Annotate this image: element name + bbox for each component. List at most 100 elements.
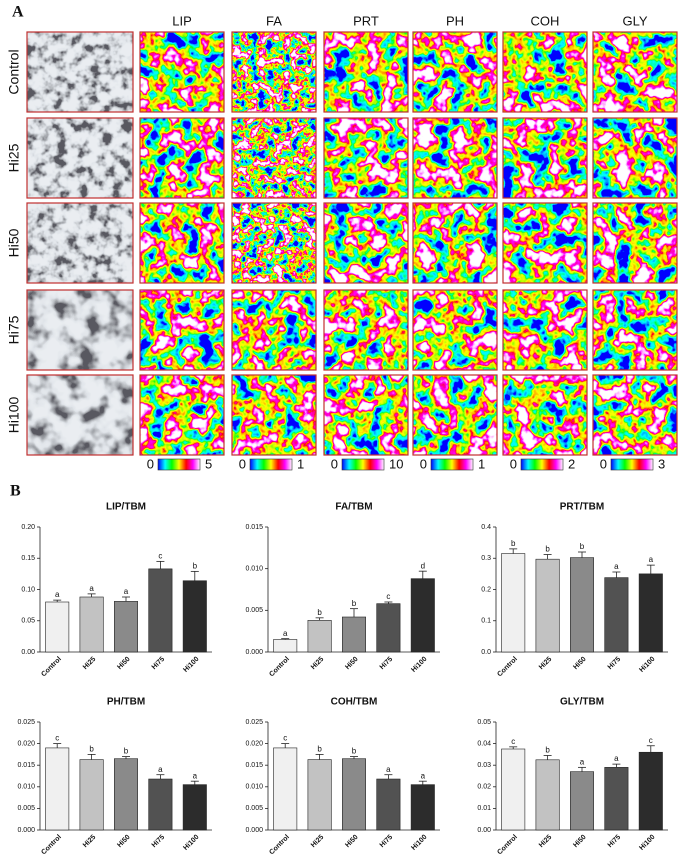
error-bar <box>87 754 96 760</box>
row-label: Hi25 <box>6 143 22 172</box>
significance-letter: b <box>352 747 357 756</box>
chart-title: FA/TBM <box>335 502 372 513</box>
heatmap <box>503 203 587 283</box>
y-tick-label: 0.000 <box>17 827 35 834</box>
significance-letter: a <box>580 757 585 766</box>
error-bar <box>87 593 96 597</box>
x-tick-label: Control <box>496 656 519 679</box>
error-bar <box>315 617 324 621</box>
bar <box>638 573 663 653</box>
colorbar-min: 0 <box>420 456 427 471</box>
significance-letter: c <box>158 551 162 560</box>
x-tick-label: Hi50 <box>572 834 587 849</box>
heatmap-frame <box>323 374 409 456</box>
error-bar <box>578 551 586 558</box>
significance-letter: b <box>352 599 357 608</box>
error-bar <box>418 780 427 785</box>
error-bar <box>156 560 165 569</box>
error-bar <box>315 754 324 760</box>
error-bar <box>578 766 586 772</box>
heatmap-frame <box>592 31 678 113</box>
bar <box>501 748 526 831</box>
error-bar <box>646 745 655 753</box>
heatmap <box>140 32 224 112</box>
significance-letter: b <box>89 745 94 754</box>
heatmap <box>140 290 224 370</box>
colorbar <box>341 458 385 471</box>
x-tick-label: Hi75 <box>151 656 166 671</box>
y-tick-label: 0.010 <box>245 566 263 573</box>
heatmap-frame <box>139 374 225 456</box>
x-tick-label: Hi50 <box>116 834 131 849</box>
colorbar-max: 2 <box>568 456 575 471</box>
error-bar <box>190 570 199 581</box>
heatmap <box>593 32 677 112</box>
photo <box>27 375 133 455</box>
bar <box>376 603 401 653</box>
bar <box>604 577 629 653</box>
y-tick-label: 0.1 <box>481 618 491 625</box>
error-bar <box>281 638 290 640</box>
column-header: COH <box>531 13 560 28</box>
y-tick-label: 0.00 <box>21 649 35 656</box>
x-tick-label: Hi100 <box>638 656 656 674</box>
heatmap <box>413 203 497 283</box>
heatmap <box>232 375 316 455</box>
heatmap <box>324 290 408 370</box>
row-label: Hi75 <box>6 315 22 344</box>
bar <box>148 778 173 831</box>
heatmap <box>503 32 587 112</box>
bar <box>307 759 332 831</box>
colorbar-max: 5 <box>205 456 212 471</box>
chart-title: LIP/TBM <box>106 502 146 513</box>
x-tick-label: Hi100 <box>638 834 656 852</box>
heatmap <box>413 32 497 112</box>
y-tick-label: 0.015 <box>17 762 35 769</box>
significance-letter: c <box>55 734 59 743</box>
photo-frame <box>26 117 134 199</box>
bar <box>45 601 70 653</box>
colorbar-min: 0 <box>239 456 246 471</box>
heatmap <box>324 118 408 198</box>
heatmap-frame <box>412 117 498 199</box>
x-tick-label: Hi25 <box>310 834 325 849</box>
error-bar <box>53 743 62 748</box>
heatmap <box>140 118 224 198</box>
x-tick-label: Hi50 <box>116 656 131 671</box>
heatmap <box>593 290 677 370</box>
x-tick-label: Hi25 <box>538 656 553 671</box>
error-bar <box>350 608 358 617</box>
heatmap <box>593 203 677 283</box>
significance-letter: a <box>158 765 163 774</box>
bar <box>45 747 70 831</box>
heatmap-frame <box>231 31 317 113</box>
row-label: Control <box>6 49 22 94</box>
heatmap <box>413 118 497 198</box>
heatmap-frame <box>231 289 317 371</box>
y-tick-label: 0.010 <box>17 784 35 791</box>
heatmap-frame <box>412 289 498 371</box>
heatmap-frame <box>323 31 409 113</box>
significance-letter: a <box>55 590 60 599</box>
colorbar <box>249 458 293 471</box>
column-header: PH <box>446 13 464 28</box>
colorbar-max: 10 <box>389 456 403 471</box>
x-tick-label: Hi50 <box>344 656 359 671</box>
bar <box>604 767 629 831</box>
heatmap-frame <box>231 202 317 284</box>
heatmap-frame <box>592 289 678 371</box>
y-tick-label: 0.015 <box>245 524 263 531</box>
x-tick-label: Hi100 <box>410 656 428 674</box>
x-tick-label: Hi25 <box>310 656 325 671</box>
photo-frame <box>26 31 134 113</box>
bar <box>638 751 663 831</box>
y-tick-label: 0.01 <box>477 805 491 812</box>
significance-letter: a <box>124 587 129 596</box>
bar <box>376 778 401 831</box>
error-bar <box>543 554 552 560</box>
bar <box>342 616 366 653</box>
bar <box>182 580 207 653</box>
significance-letter: b <box>124 747 129 756</box>
bar <box>114 601 138 653</box>
